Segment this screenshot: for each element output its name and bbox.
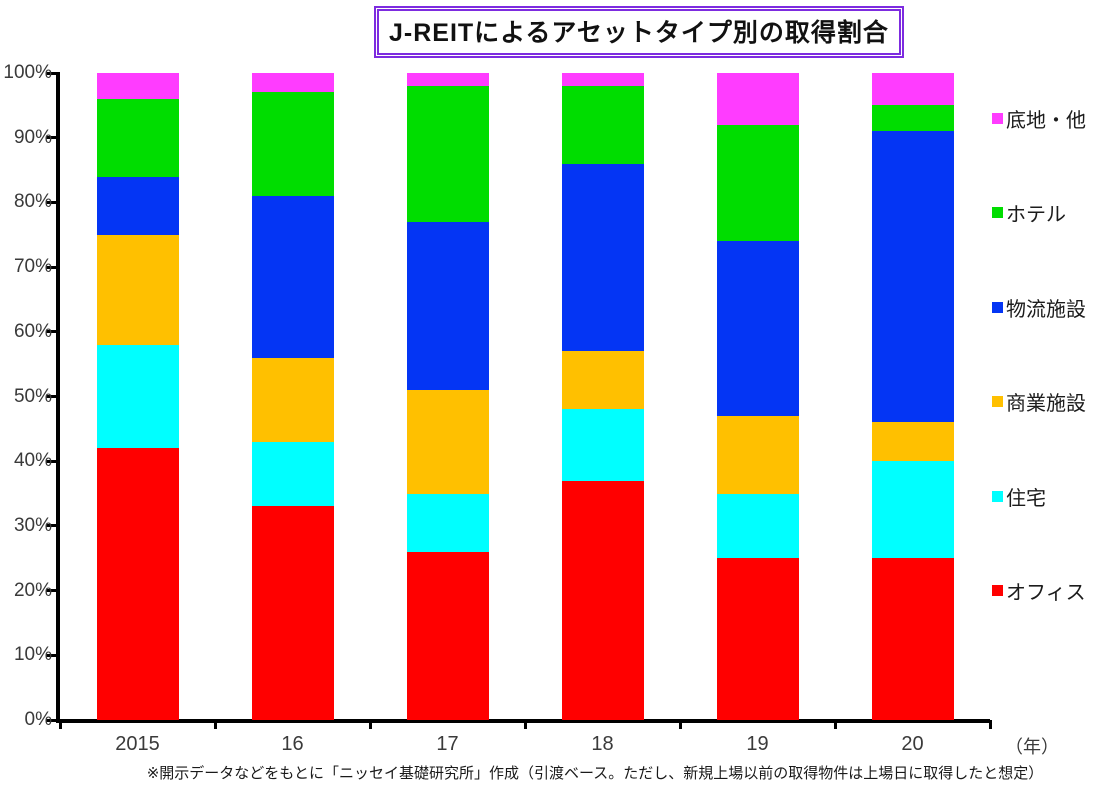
bar-segment-18-series0 xyxy=(561,480,644,720)
y-tick-label: 60% xyxy=(13,320,52,342)
x-tick-mark xyxy=(834,720,837,729)
legend-marker-icon xyxy=(992,585,1003,596)
legend-item-3: 商業施設 xyxy=(992,390,1086,415)
y-tick-label: 0% xyxy=(24,709,52,730)
y-tick-label: 20% xyxy=(13,579,52,601)
bar-segment-17-series2 xyxy=(406,390,489,494)
bar-segment-20-series2 xyxy=(871,422,954,462)
x-axis-unit-label: （年） xyxy=(1005,737,1059,757)
bar-segment-18-series4 xyxy=(561,85,644,164)
bar-segment-19-series2 xyxy=(716,415,799,494)
y-tick-label: 10% xyxy=(13,644,52,666)
legend-item-0: 底地・他 xyxy=(992,106,1086,132)
legend-label: ホテル xyxy=(1006,204,1066,226)
y-tick-label: 40% xyxy=(13,450,52,472)
y-tick-label: 30% xyxy=(13,514,52,536)
y-tick-mark xyxy=(46,71,56,75)
legend-marker-icon xyxy=(992,396,1003,407)
bar-segment-16-series1 xyxy=(251,441,334,507)
bar-segment-19-series5 xyxy=(716,73,799,125)
bar-segment-2015-series3 xyxy=(96,176,179,235)
x-tick-label-16: 16 xyxy=(281,733,304,755)
y-tick-mark xyxy=(46,653,56,657)
legend-item-5: オフィス xyxy=(992,579,1086,604)
y-tick-mark xyxy=(46,718,56,722)
bar-segment-16-series5 xyxy=(251,73,334,93)
bar-segment-17-series4 xyxy=(406,85,489,222)
bar-segment-18-series5 xyxy=(561,73,644,86)
legend-marker-icon xyxy=(992,207,1003,218)
y-tick-mark xyxy=(46,330,56,334)
bar-segment-20-series1 xyxy=(871,461,954,559)
bar-segment-20-series5 xyxy=(871,73,954,106)
bar-segment-19-series0 xyxy=(716,558,799,720)
x-tick-mark xyxy=(989,720,992,729)
y-tick-mark xyxy=(46,200,56,204)
legend-item-1: ホテル xyxy=(992,201,1066,226)
bar-segment-19-series4 xyxy=(716,124,799,242)
y-tick-label: 90% xyxy=(13,126,52,148)
bar-segment-20-series0 xyxy=(871,558,954,720)
bar-segment-2015-series4 xyxy=(96,98,179,177)
bar-segment-20-series4 xyxy=(871,105,954,132)
bar-segment-2015-series1 xyxy=(96,344,179,449)
legend: 底地・他ホテル物流施設商業施設住宅オフィス xyxy=(992,0,1108,650)
x-tick-mark xyxy=(59,720,62,729)
x-tick-label-18: 18 xyxy=(591,733,614,755)
y-tick-mark xyxy=(46,395,56,398)
y-tick-label: 70% xyxy=(13,256,52,278)
y-tick-label: 100% xyxy=(3,62,52,83)
y-tick-mark xyxy=(46,136,56,140)
y-tick-mark xyxy=(46,524,56,528)
y-tick-label: 50% xyxy=(13,385,52,407)
chart-title: J-REITによるアセットタイプ別の取得割合 xyxy=(374,6,904,58)
bar-segment-19-series1 xyxy=(716,493,799,559)
bar-segment-2015-series5 xyxy=(96,73,179,99)
x-tick-mark xyxy=(524,720,527,729)
bar-segment-16-series2 xyxy=(251,357,334,442)
y-tick-mark xyxy=(46,459,56,463)
footnote: ※開示データなどをもとに「ニッセイ基礎研究所」作成（引渡ベース。ただし、新規上場… xyxy=(146,765,1044,782)
bar-segment-17-series3 xyxy=(406,221,489,391)
bar-segment-16-series0 xyxy=(251,506,334,720)
legend-item-2: 物流施設 xyxy=(992,295,1086,321)
legend-label: 住宅 xyxy=(1006,487,1046,510)
x-tick-mark xyxy=(369,720,372,729)
bar-segment-18-series2 xyxy=(561,351,644,410)
chart-title-text: J-REITによるアセットタイプ別の取得割合 xyxy=(389,19,889,47)
bar-segment-19-series3 xyxy=(716,241,799,416)
x-tick-label-19: 19 xyxy=(746,733,769,755)
legend-label: オフィス xyxy=(1006,582,1086,604)
bar-segment-18-series1 xyxy=(561,409,644,481)
bar-segment-18-series3 xyxy=(561,163,644,352)
legend-item-4: 住宅 xyxy=(992,484,1046,510)
bar-segment-2015-series2 xyxy=(96,234,179,345)
x-tick-mark xyxy=(679,720,682,729)
bar-segment-2015-series0 xyxy=(96,448,179,720)
x-tick-label-20: 20 xyxy=(901,733,924,755)
x-axis-line xyxy=(56,719,990,723)
bar-segment-20-series3 xyxy=(871,131,954,423)
legend-marker-icon xyxy=(992,301,1003,313)
y-tick-mark xyxy=(46,589,56,593)
legend-marker-icon xyxy=(992,112,1003,124)
y-tick-label: 80% xyxy=(13,191,52,213)
bar-segment-17-series5 xyxy=(406,73,489,86)
x-tick-label-2015: 2015 xyxy=(115,733,160,755)
legend-label: 商業施設 xyxy=(1006,393,1086,415)
x-tick-label-17: 17 xyxy=(436,733,459,755)
y-tick-mark xyxy=(46,265,56,269)
bar-segment-17-series0 xyxy=(406,551,489,720)
legend-label: 物流施設 xyxy=(1006,298,1086,321)
legend-label: 底地・他 xyxy=(1006,109,1086,132)
x-tick-mark xyxy=(214,720,217,729)
bar-segment-16-series4 xyxy=(251,92,334,196)
legend-marker-icon xyxy=(992,490,1003,502)
y-axis-line xyxy=(56,72,60,723)
bar-segment-16-series3 xyxy=(251,195,334,358)
bar-segment-17-series1 xyxy=(406,493,489,552)
